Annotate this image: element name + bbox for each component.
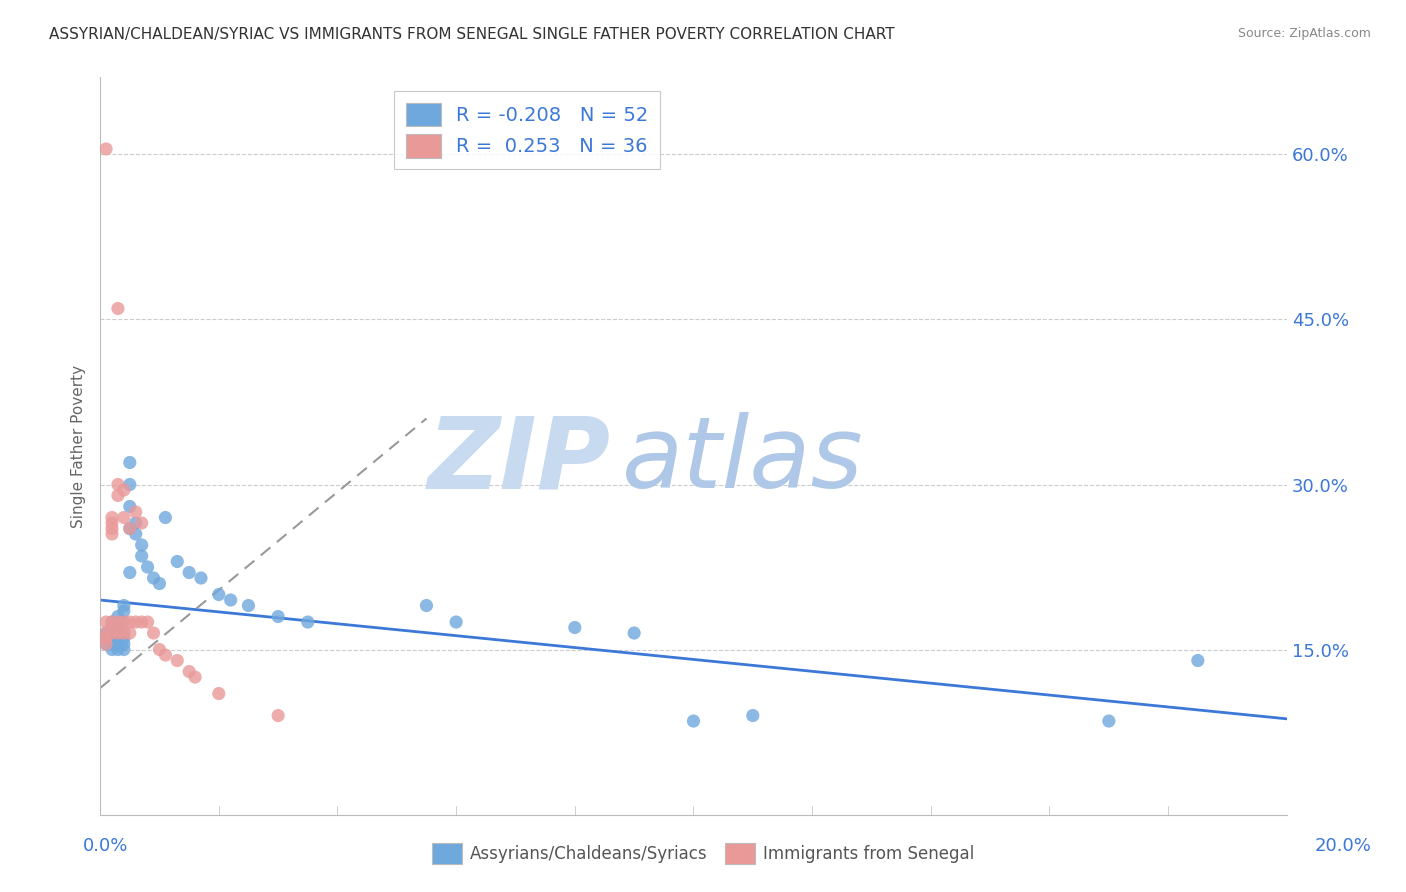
Point <box>155 510 177 524</box>
Y-axis label: Single Father Poverty: Single Father Poverty <box>72 365 86 527</box>
Point <box>179 566 201 580</box>
Point <box>148 576 170 591</box>
Point <box>94 637 117 651</box>
Point <box>623 626 645 640</box>
Point <box>107 642 129 657</box>
Point <box>112 615 135 629</box>
Point <box>107 489 129 503</box>
Point <box>131 549 153 563</box>
Point <box>415 599 437 613</box>
Point <box>112 632 135 646</box>
Point <box>94 142 117 156</box>
Point <box>112 626 135 640</box>
Point <box>166 654 188 668</box>
Point <box>1098 714 1121 728</box>
Point <box>682 714 704 728</box>
Point <box>166 555 188 569</box>
Text: ASSYRIAN/CHALDEAN/SYRIAC VS IMMIGRANTS FROM SENEGAL SINGLE FATHER POVERTY CORREL: ASSYRIAN/CHALDEAN/SYRIAC VS IMMIGRANTS F… <box>49 27 894 42</box>
Point <box>267 708 290 723</box>
Point <box>208 588 231 602</box>
Point <box>94 637 117 651</box>
Point <box>112 599 135 613</box>
Point <box>142 571 165 585</box>
Text: ZIP: ZIP <box>427 412 610 509</box>
Point <box>118 615 141 629</box>
Point <box>444 615 467 629</box>
Point <box>101 626 124 640</box>
Point <box>125 516 148 530</box>
Point <box>179 665 201 679</box>
Point <box>112 510 135 524</box>
Point <box>118 522 141 536</box>
Point <box>118 456 141 470</box>
Point <box>107 626 129 640</box>
Point <box>142 626 165 640</box>
Point <box>148 642 170 657</box>
Point <box>101 615 124 629</box>
Point <box>107 637 129 651</box>
Point <box>107 626 129 640</box>
Point <box>112 642 135 657</box>
Point <box>238 599 260 613</box>
Point <box>101 527 124 541</box>
Point <box>107 301 129 316</box>
Point <box>101 632 124 646</box>
Point <box>267 609 290 624</box>
Point <box>107 632 129 646</box>
Point <box>112 483 135 497</box>
Point <box>101 626 124 640</box>
Point <box>184 670 207 684</box>
Text: atlas: atlas <box>623 412 863 509</box>
Point <box>112 637 135 651</box>
Point <box>1187 654 1209 668</box>
Point <box>107 615 129 629</box>
Point <box>94 626 117 640</box>
Text: 20.0%: 20.0% <box>1315 837 1371 855</box>
Text: Source: ZipAtlas.com: Source: ZipAtlas.com <box>1237 27 1371 40</box>
Point <box>107 609 129 624</box>
Point <box>125 615 148 629</box>
Point <box>118 626 141 640</box>
Point <box>118 477 141 491</box>
Legend: R = -0.208   N = 52, R =  0.253   N = 36: R = -0.208 N = 52, R = 0.253 N = 36 <box>394 91 661 169</box>
Point <box>112 626 135 640</box>
Point <box>101 642 124 657</box>
Point <box>219 593 242 607</box>
Point <box>101 637 124 651</box>
Point <box>94 632 117 646</box>
Point <box>107 621 129 635</box>
Point <box>101 621 124 635</box>
Point <box>94 632 117 646</box>
Point <box>118 522 141 536</box>
Point <box>118 566 141 580</box>
Point <box>208 687 231 701</box>
Point <box>101 522 124 536</box>
Point <box>131 516 153 530</box>
Point <box>112 615 135 629</box>
Point <box>107 477 129 491</box>
Point <box>94 615 117 629</box>
Point <box>136 615 159 629</box>
Point <box>107 615 129 629</box>
Point <box>125 505 148 519</box>
Point <box>118 500 141 514</box>
Point <box>101 516 124 530</box>
Point <box>125 527 148 541</box>
Point <box>112 604 135 618</box>
Point <box>564 621 586 635</box>
Legend: Assyrians/Chaldeans/Syriacs, Immigrants from Senegal: Assyrians/Chaldeans/Syriacs, Immigrants … <box>425 837 981 871</box>
Point <box>155 648 177 662</box>
Point <box>190 571 212 585</box>
Point <box>131 538 153 552</box>
Point <box>741 708 763 723</box>
Point <box>101 615 124 629</box>
Point <box>136 560 159 574</box>
Point <box>94 626 117 640</box>
Point <box>131 615 153 629</box>
Point <box>297 615 319 629</box>
Text: 0.0%: 0.0% <box>83 837 128 855</box>
Point <box>101 510 124 524</box>
